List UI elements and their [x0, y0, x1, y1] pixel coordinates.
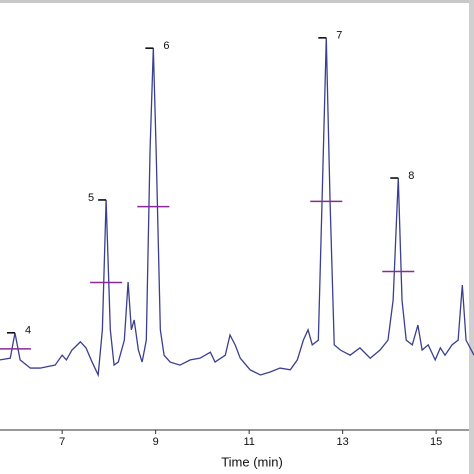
x-tick-label: 13	[337, 436, 349, 448]
x-tick-label: 7	[59, 436, 65, 448]
x-tick-label: 11	[243, 436, 254, 448]
peak-label: 8	[408, 170, 414, 182]
trace	[0, 37, 474, 378]
x-axis-label: Time (min)	[221, 454, 283, 469]
frame-right	[469, 0, 474, 474]
peak-label: 5	[88, 192, 94, 204]
peak-label: 7	[336, 30, 342, 42]
x-tick-label: 15	[430, 436, 442, 448]
frame-top	[0, 0, 474, 3]
x-tick-label: 9	[153, 436, 159, 448]
peak-label: 4	[25, 325, 31, 337]
peak-label: 6	[163, 40, 169, 52]
